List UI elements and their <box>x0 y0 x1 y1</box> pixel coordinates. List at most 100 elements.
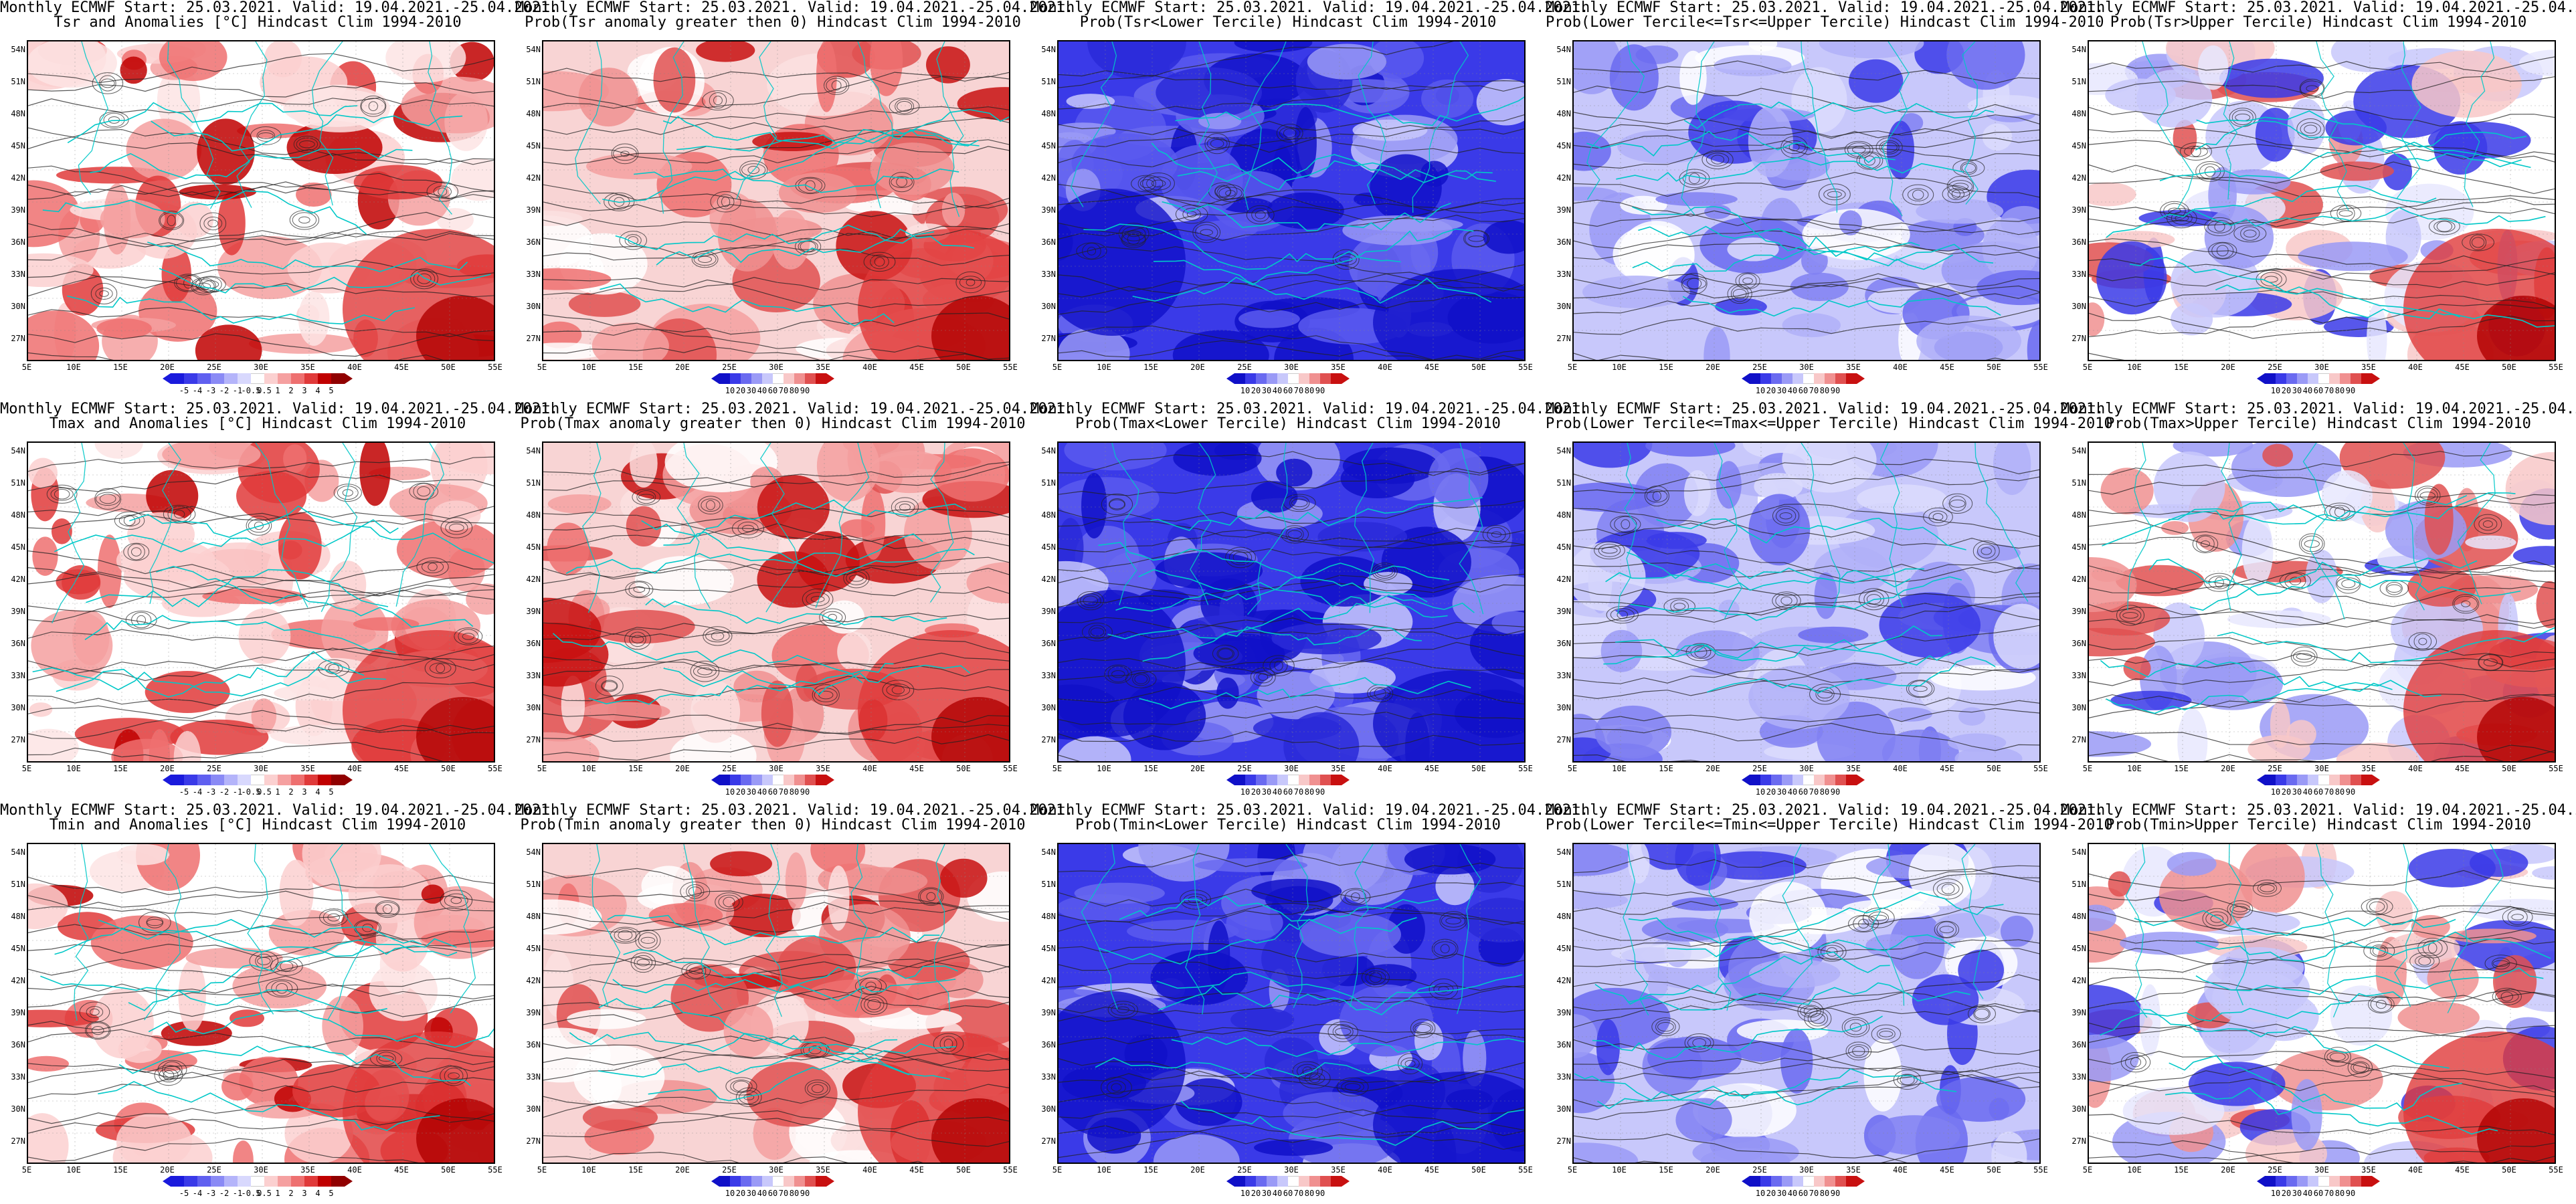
colorbar-segment <box>2318 775 2329 785</box>
colorbar-tick-label: -2 <box>219 1189 229 1198</box>
colorbar-tick-label: 70 <box>778 1189 789 1198</box>
longitude-label: 30E <box>1799 764 1814 773</box>
colorbar-tick-label: 20 <box>1251 787 1261 797</box>
colorbar-segment <box>2276 775 2286 785</box>
longitude-label: 45E <box>909 363 924 372</box>
colorbar-segment <box>331 775 345 785</box>
forecast-map <box>1572 441 2041 763</box>
map-canvas <box>1059 844 1524 1163</box>
colorbar-tick-label: 30 <box>1261 787 1272 797</box>
map-canvas <box>543 443 1009 761</box>
colorbar-segment <box>2265 373 2276 384</box>
colorbar-high-arrow <box>2372 373 2380 384</box>
latitude-label: 45N <box>11 141 25 150</box>
colorbar-segment <box>730 775 741 785</box>
longitude-label: 30E <box>1799 363 1814 372</box>
longitude-label: 30E <box>1284 363 1299 372</box>
latitude-label: 27N <box>1556 1136 1571 1146</box>
colorbar-segment <box>1782 775 1792 785</box>
longitude-label: 15E <box>628 363 643 372</box>
panel-title-line2: Prob(Tmax<Lower Tercile) Hindcast Clim 1… <box>1075 415 1501 432</box>
panel-title-line1: Monthly ECMWF Start: 25.03.2021. Valid: … <box>0 0 559 16</box>
longitude-label: 35E <box>1846 363 1861 372</box>
colorbar-tick-label: 30 <box>746 1189 757 1198</box>
latitude-label: 39N <box>1041 205 1056 215</box>
colorbar-segment <box>211 775 224 785</box>
longitude-label: 35E <box>300 363 315 372</box>
forecast-map <box>1057 843 1526 1164</box>
longitude-label: 20E <box>675 1165 690 1175</box>
map-panel: Monthly ECMWF Start: 25.03.2021. Valid: … <box>1546 401 2113 803</box>
map-canvas <box>28 844 494 1163</box>
colorbar-segment <box>1309 775 1320 785</box>
latitude-label: 36N <box>1556 1040 1571 1049</box>
latitude-label: 27N <box>11 334 25 343</box>
longitude-label: 5E <box>1052 363 1063 372</box>
colorbar-tick-label: 90 <box>1315 386 1325 395</box>
longitude-label: 45E <box>1940 363 1954 372</box>
colorbar-tick-label: 10 <box>2270 1189 2281 1198</box>
colorbar-tick-label: 10 <box>1755 787 1766 797</box>
panel-title-line2: Tmax and Anomalies [°C] Hindcast Clim 19… <box>49 415 466 432</box>
colorbar <box>1742 1176 1865 1187</box>
longitude-label: 45E <box>1940 764 1954 773</box>
colorbar-tick-label: 60 <box>1283 386 1293 395</box>
colorbar-segment <box>2308 1176 2318 1187</box>
latitude-label: 30N <box>1041 703 1056 712</box>
colorbar-tick-label: 60 <box>767 787 778 797</box>
colorbar-segment <box>2318 373 2329 384</box>
longitude-label: 50E <box>2502 363 2516 372</box>
colorbar-segment <box>794 775 805 785</box>
colorbar-segment <box>2340 373 2351 384</box>
longitude-label: 5E <box>1567 363 1578 372</box>
colorbar-segment <box>1288 775 1299 785</box>
longitude-label: 10E <box>1097 363 1111 372</box>
panel-title-line1: Monthly ECMWF Start: 25.03.2021. Valid: … <box>1546 802 2104 819</box>
map-panel: Monthly ECMWF Start: 25.03.2021. Valid: … <box>2061 401 2576 803</box>
colorbar-tick-label: -4 <box>192 1189 203 1198</box>
colorbar-tick-label: 30 <box>746 787 757 797</box>
panel-title-line1: Monthly ECMWF Start: 25.03.2021. Valid: … <box>515 0 1074 16</box>
colorbar-segment <box>784 373 794 384</box>
colorbar-segment <box>238 775 251 785</box>
latitude-label: 48N <box>526 109 541 118</box>
colorbar-tick-label: 80 <box>2334 386 2345 395</box>
colorbar-tick-label: 40 <box>757 386 767 395</box>
map-canvas <box>2089 41 2555 360</box>
latitude-label: 45N <box>2072 141 2086 150</box>
colorbar-high-arrow <box>2372 775 2380 785</box>
colorbar-tick-label: 80 <box>789 787 800 797</box>
colorbar-tick-label: 30 <box>2292 386 2302 395</box>
colorbar-segment <box>741 373 751 384</box>
map-panel: Monthly ECMWF Start: 25.03.2021. Valid: … <box>2061 0 2576 401</box>
latitude-label: 27N <box>1041 1136 1056 1146</box>
colorbar-segment <box>2318 1176 2329 1187</box>
colorbar-low-arrow <box>1226 373 1234 384</box>
colorbar-tick-label: 90 <box>800 787 810 797</box>
longitude-label: 25E <box>207 363 221 372</box>
forecast-map <box>542 40 1010 361</box>
colorbar-tick-label: 10 <box>1240 787 1251 797</box>
latitude-label: 27N <box>2072 735 2086 744</box>
colorbar-tick-label: -0.5 <box>241 1189 261 1198</box>
map-canvas <box>1574 443 2039 761</box>
map-panel: Monthly ECMWF Start: 25.03.2021. Valid: … <box>1546 0 2104 401</box>
colorbar-high-arrow <box>1857 775 1865 785</box>
colorbar-segment <box>1277 1176 1288 1187</box>
latitude-label: 45N <box>526 141 541 150</box>
latitude-label: 39N <box>1556 607 1571 616</box>
colorbar <box>1226 1176 1350 1187</box>
longitude-label: 30E <box>254 363 268 372</box>
latitude-label: 45N <box>2072 542 2086 552</box>
colorbar-segment <box>1331 1176 1342 1187</box>
latitude-label: 33N <box>2072 270 2086 279</box>
colorbar-segment <box>1825 1176 1835 1187</box>
colorbar-tick-label: 40 <box>1272 787 1283 797</box>
latitude-label: 54N <box>1041 45 1056 54</box>
panel-title-line2: Prob(Lower Tercile<=Tmin<=Upper Tercile)… <box>1546 817 2113 833</box>
colorbar-segment <box>251 373 264 384</box>
longitude-label: 35E <box>2361 363 2376 372</box>
colorbar-segment <box>251 775 264 785</box>
colorbar-segment <box>318 1176 331 1187</box>
longitude-label: 55E <box>1003 764 1018 773</box>
